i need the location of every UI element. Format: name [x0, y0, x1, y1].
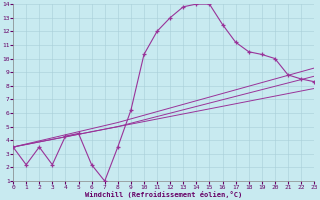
X-axis label: Windchill (Refroidissement éolien,°C): Windchill (Refroidissement éolien,°C) [85, 191, 242, 198]
